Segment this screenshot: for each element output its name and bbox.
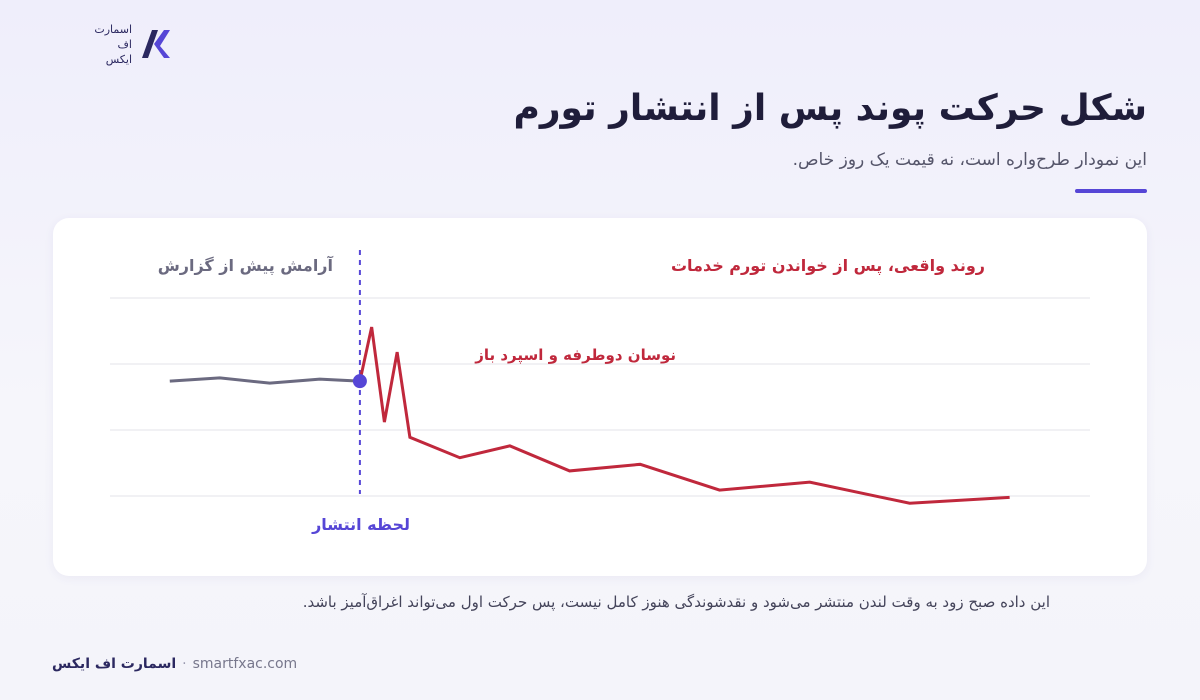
series-label: روند واقعی، پس از خواندن تورم خدمات <box>670 256 985 275</box>
subtitle: این نمودار طرح‌واره است، نه قیمت یک روز … <box>792 150 1147 170</box>
title: شکل حرکت پوند پس از انتشار تورم <box>513 88 1147 129</box>
footer-brand-row: اسمارت اف ایکس · smartfxac.com <box>52 656 297 672</box>
logo-line: ایکس <box>105 53 132 66</box>
event-dot <box>352 374 367 389</box>
logo-line: اسمارت <box>94 23 132 36</box>
chart-card <box>53 218 1147 576</box>
separator: · <box>182 656 187 672</box>
footer-note: این داده صبح زود به وقت لندن منتشر می‌شو… <box>302 593 1050 611</box>
footer-url: smartfxac.com <box>192 656 298 672</box>
logo-line: اف <box>117 38 132 51</box>
annotation: نوسان دوطرفه و اسپرد باز <box>475 346 676 364</box>
series-line <box>169 376 360 385</box>
logo-mark <box>142 30 170 58</box>
event-label: لحظه انتشار <box>312 515 410 534</box>
logo-text: اسمارت اف ایکس <box>94 22 132 67</box>
underline <box>1075 189 1147 193</box>
series-label: آرامش پیش از گزارش <box>157 256 333 275</box>
series-line <box>358 326 1010 505</box>
footer-brand: اسمارت اف ایکس <box>52 656 177 672</box>
